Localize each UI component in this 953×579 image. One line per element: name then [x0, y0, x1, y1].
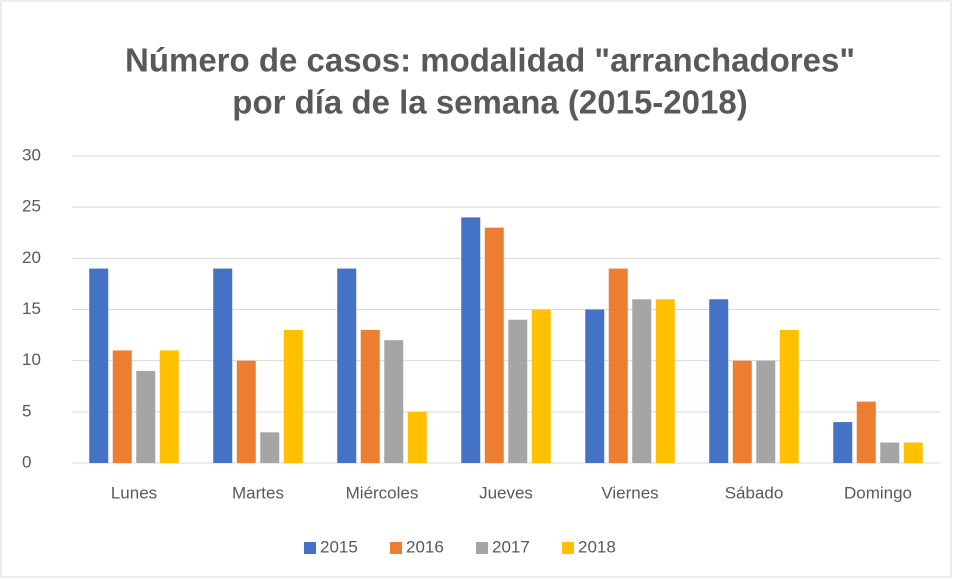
bar [384, 340, 404, 463]
bar [260, 432, 280, 463]
bar [484, 227, 504, 463]
bar [508, 319, 528, 463]
bar [856, 401, 876, 463]
legend-swatch [562, 542, 574, 554]
legend-label: 2015 [320, 537, 358, 556]
bar [833, 422, 853, 463]
bar [709, 299, 729, 463]
y-tick-label: 5 [22, 401, 31, 420]
x-tick-label: Miércoles [346, 483, 419, 502]
bar [213, 268, 233, 463]
y-tick-label: 25 [22, 197, 41, 216]
bar [89, 268, 109, 463]
bar [461, 217, 481, 463]
bar [136, 370, 156, 463]
bar [779, 329, 799, 463]
bar [903, 442, 923, 463]
bar [732, 360, 752, 463]
legend-label: 2016 [406, 537, 444, 556]
bar [608, 268, 628, 463]
y-tick-label: 10 [22, 350, 41, 369]
chart-title: Número de casos: modalidad "arranchadore… [125, 42, 855, 79]
x-tick-label: Martes [232, 483, 284, 502]
y-tick-label: 0 [22, 452, 31, 471]
y-tick-label: 30 [22, 145, 41, 164]
bar [407, 411, 427, 463]
x-tick-label: Jueves [479, 483, 533, 502]
bar [585, 309, 605, 463]
legend-swatch [476, 542, 488, 554]
legend-swatch [304, 542, 316, 554]
y-tick-label: 20 [22, 248, 41, 267]
legend-label: 2018 [578, 537, 616, 556]
bar [337, 268, 357, 463]
chart-title: por día de la semana (2015-2018) [232, 84, 747, 121]
bar [531, 309, 551, 463]
bar [756, 360, 776, 463]
bar [360, 329, 380, 463]
y-tick-label: 15 [22, 299, 41, 318]
bar [112, 350, 132, 463]
x-tick-label: Sábado [725, 483, 784, 502]
bar [159, 350, 179, 463]
bar [236, 360, 256, 463]
x-tick-label: Domingo [844, 483, 912, 502]
legend-swatch [390, 542, 402, 554]
bar [655, 299, 675, 463]
bar [283, 329, 303, 463]
x-tick-label: Viernes [601, 483, 658, 502]
bar [632, 299, 652, 463]
bar [880, 442, 900, 463]
x-tick-label: Lunes [111, 483, 157, 502]
legend-label: 2017 [492, 537, 530, 556]
